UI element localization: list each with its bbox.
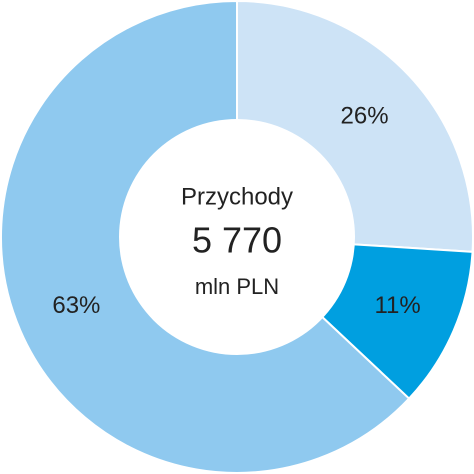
value-label: 26% — [341, 103, 389, 130]
value-label: 63% — [52, 292, 100, 319]
center-unit: mln PLN — [195, 274, 279, 299]
value-label: 11% — [374, 292, 420, 319]
center-title: Przychody — [181, 183, 293, 210]
center-value: 5 770 — [192, 220, 282, 261]
donut-hole — [119, 119, 355, 355]
